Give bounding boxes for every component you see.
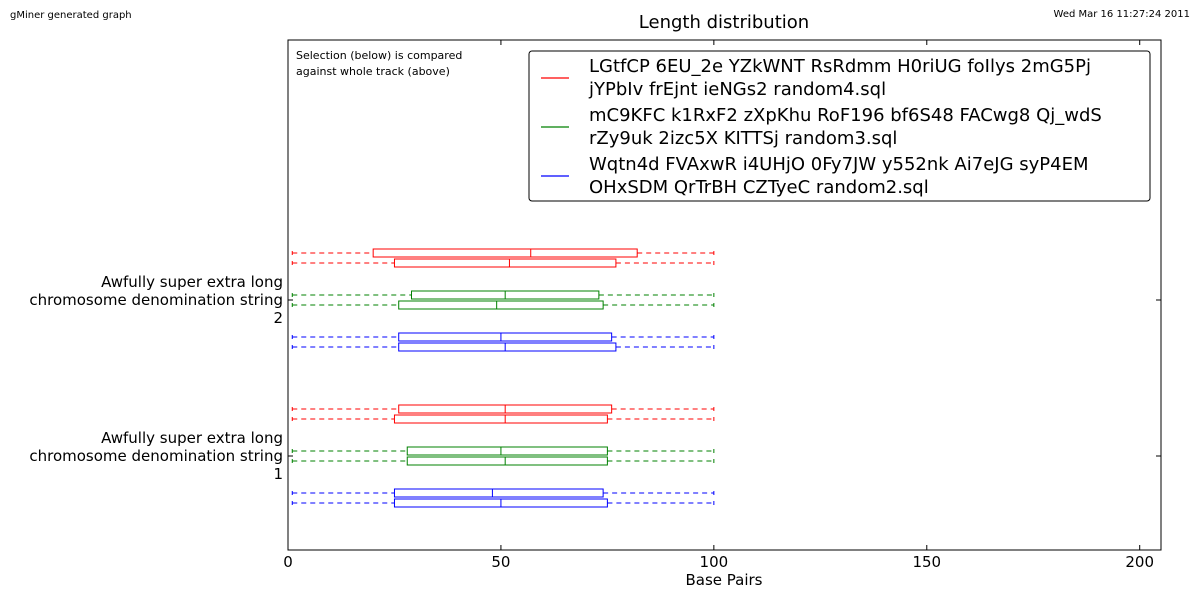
legend: LGtfCP 6EU_2e YZkWNT RsRdmm H0riUG foIly… <box>528 50 1151 202</box>
y-category-label-line: 1 <box>273 465 283 483</box>
box-green-whole <box>291 446 715 456</box>
legend-entry-text: jYPbIv frEjnt ieNGs2 random4.sql <box>588 79 886 100</box>
y-category-label-line: 2 <box>273 309 283 327</box>
y-category-label-line: Awfully super extra long <box>101 429 283 447</box>
comparison-note-line-2: against whole track (above) <box>296 65 450 78</box>
box-iqr <box>372 248 638 258</box>
box-blue-selection <box>291 342 715 352</box>
x-axis-label: Base Pairs <box>685 571 762 589</box>
box-blue-whole <box>291 488 715 498</box>
box-iqr <box>406 456 608 466</box>
generator-label: gMiner generated graph <box>10 10 132 21</box>
x-tick-label: 150 <box>912 553 941 571</box>
box-red-whole <box>291 248 715 258</box>
legend-entry-text: rZy9uk 2izc5X KITTSj random3.sql <box>589 128 897 149</box>
x-tick-label: 0 <box>283 553 293 571</box>
legend-entry-text: Wqtn4d FVAxwR i4UHjO 0Fy7JW y552nk Ai7eJ… <box>589 154 1088 175</box>
x-tick-label: 100 <box>700 553 729 571</box>
x-tick-label: 50 <box>491 553 510 571</box>
box-iqr <box>393 488 604 498</box>
box-iqr <box>398 332 613 342</box>
box-blue-whole <box>291 332 715 342</box>
x-tick-label: 200 <box>1125 553 1154 571</box>
box-iqr <box>393 414 608 424</box>
box-green-selection <box>291 300 715 310</box>
legend-frame <box>528 50 1151 202</box>
box-iqr <box>406 446 608 456</box>
chart-title: Length distribution <box>639 12 809 33</box>
comparison-note-line-1: Selection (below) is compared <box>296 49 462 62</box>
box-iqr <box>393 258 617 268</box>
plot-area <box>287 39 1162 551</box>
box-red-selection <box>291 258 715 268</box>
box-green-selection <box>291 456 715 466</box>
legend-entry-text: LGtfCP 6EU_2e YZkWNT RsRdmm H0riUG foIly… <box>589 56 1091 77</box>
box-red-selection <box>291 414 715 424</box>
box-blue-selection <box>291 498 715 508</box>
y-category-label-line: chromosome denomination string <box>29 447 283 465</box>
y-category-label-line: Awfully super extra long <box>101 273 283 291</box>
box-iqr <box>398 300 604 310</box>
legend-entry-text: mC9KFC k1RxF2 zXpKhu RoF196 bf6S48 FACwg… <box>589 105 1102 126</box>
timestamp: Wed Mar 16 11:27:24 2011 <box>1054 9 1190 20</box>
y-category-label-line: chromosome denomination string <box>29 291 283 309</box>
box-marks <box>291 248 715 508</box>
box-red-whole <box>291 404 715 414</box>
legend-entry-text: OHxSDM QrTrBH CZTyeC random2.sql <box>589 177 929 198</box>
box-green-whole <box>291 290 715 300</box>
box-iqr <box>398 342 617 352</box>
